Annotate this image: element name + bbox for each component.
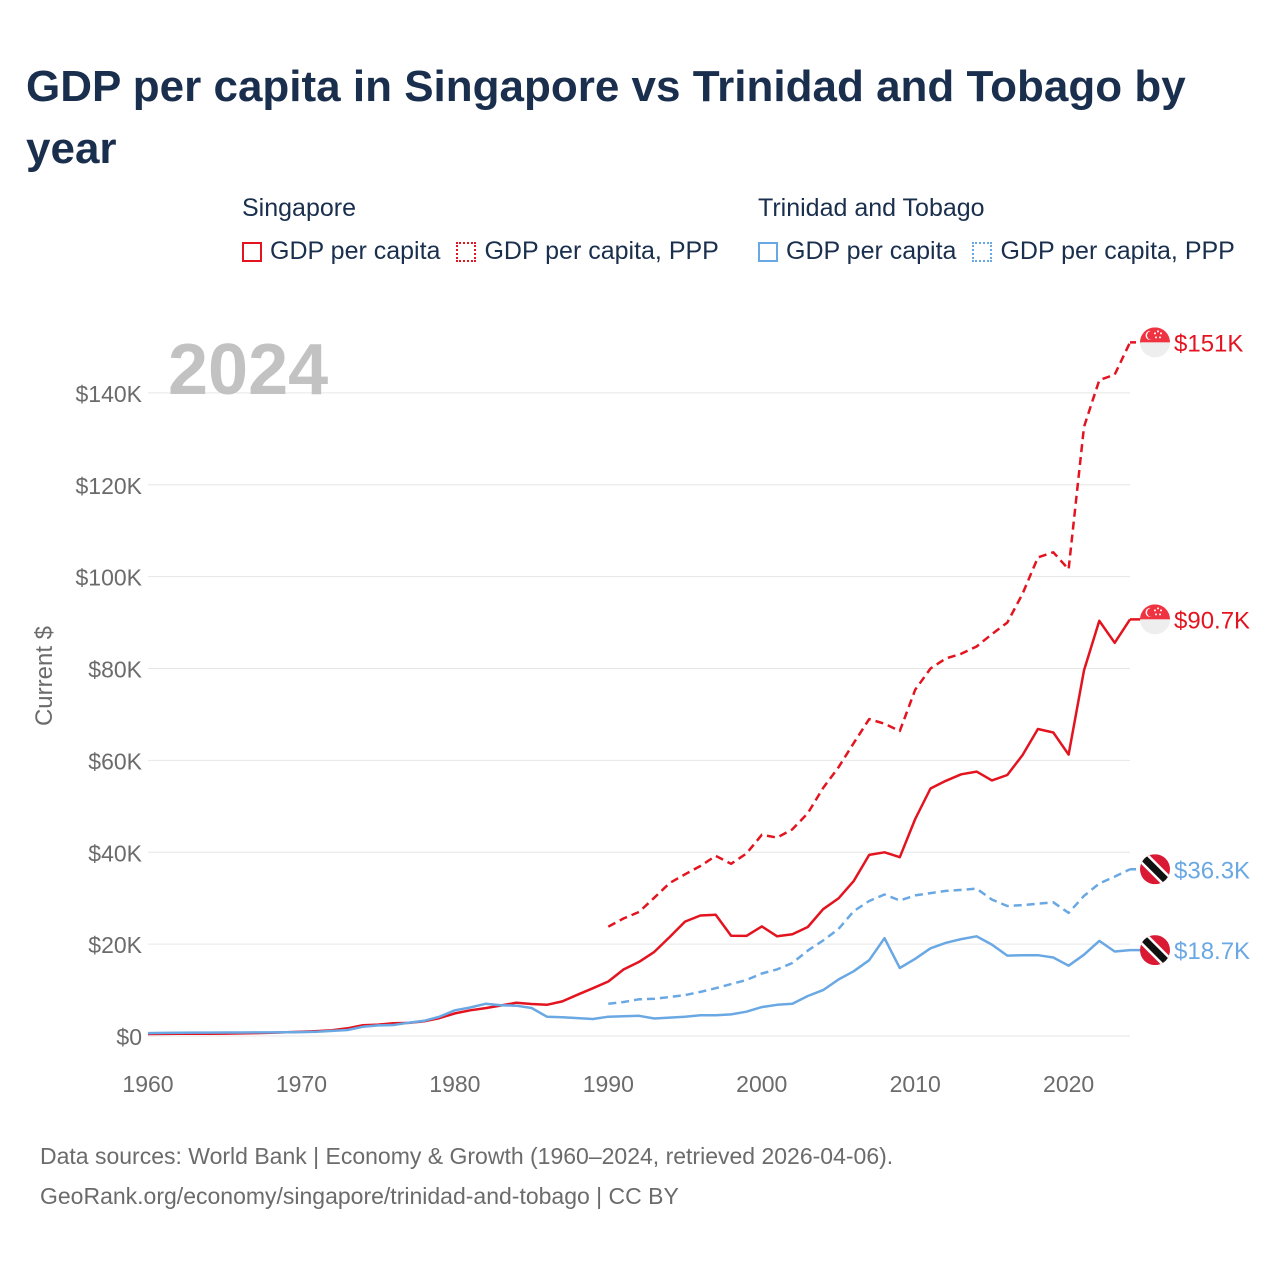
legend-swatch-dotted xyxy=(456,241,477,262)
y-tick-label: $140K xyxy=(75,381,142,407)
legend-item-singapore-gdp-ppp[interactable]: GDP per capita, PPP xyxy=(456,237,719,266)
chart-title: GDP per capita in Singapore vs Trinidad … xyxy=(26,62,1186,173)
trinidad-flag-icon xyxy=(1140,854,1170,885)
end-labels: $90.7K $151K $18.7K $36.3K xyxy=(1130,327,1250,966)
legend-item-singapore-gdp[interactable]: GDP per capita xyxy=(242,237,440,266)
x-tick-label: 1970 xyxy=(276,1071,327,1097)
end-value-label: $90.7K xyxy=(1174,607,1250,634)
y-axis-label: Current $ xyxy=(31,626,58,726)
legend-label: GDP per capita, PPP xyxy=(1000,237,1235,265)
end-value-label: $36.3K xyxy=(1174,857,1250,884)
x-tick-label: 2000 xyxy=(736,1071,787,1097)
x-axis-ticks: 1960 1970 1980 1990 2000 2010 2020 xyxy=(122,1071,1094,1097)
x-tick-label: 1960 xyxy=(122,1071,173,1097)
legend-item-trinidad-gdp[interactable]: GDP per capita xyxy=(758,237,956,266)
legend-swatch-dotted xyxy=(972,241,993,262)
y-tick-label: $40K xyxy=(88,840,142,866)
singapore-flag-icon xyxy=(1140,327,1170,358)
series-line-1 xyxy=(607,341,1132,928)
end-value-label: $151K xyxy=(1174,330,1243,357)
singapore-flag-icon xyxy=(1140,604,1170,635)
legend-country-singapore: Singapore xyxy=(242,194,356,222)
trinidad-flag-icon xyxy=(1140,935,1170,966)
x-tick-label: 1980 xyxy=(429,1071,480,1097)
y-tick-label: $100K xyxy=(75,565,142,591)
legend-swatch-solid xyxy=(242,241,262,262)
y-tick-label: $80K xyxy=(88,657,142,683)
legend-group-trinidad: Trinidad and Tobago GDP per capita GDP p… xyxy=(758,194,1235,266)
legend-label: GDP per capita xyxy=(786,237,957,265)
source-text: Data sources: World Bank | Economy & Gro… xyxy=(40,1143,894,1169)
series xyxy=(147,341,1132,1036)
footer: Data sources: World Bank | Economy & Gro… xyxy=(40,1136,893,1216)
y-tick-label: $60K xyxy=(88,748,142,774)
series-line-2 xyxy=(147,935,1131,1035)
x-tick-label: 2020 xyxy=(1043,1071,1094,1097)
y-tick-label: $120K xyxy=(75,473,142,499)
legend-swatch-solid xyxy=(758,241,778,262)
year-watermark: 2024 xyxy=(168,330,328,410)
series-line-3 xyxy=(608,868,1131,1006)
y-tick-label: $0 xyxy=(116,1024,142,1050)
y-tick-label: $20K xyxy=(88,932,142,958)
attribution-link[interactable]: GeoRank.org/economy/singapore/trinidad-a… xyxy=(40,1183,679,1209)
legend-label: GDP per capita, PPP xyxy=(484,237,719,265)
x-tick-label: 1990 xyxy=(583,1071,634,1097)
y-axis-ticks: $0 $20K $40K $60K $80K $100K $120K $140K xyxy=(75,381,142,1050)
legend-label: GDP per capita xyxy=(270,237,441,265)
grid xyxy=(148,392,1130,1037)
series-line-0 xyxy=(147,618,1132,1036)
end-value-label: $18.7K xyxy=(1174,938,1250,965)
x-tick-label: 2010 xyxy=(890,1071,941,1097)
legend-group-singapore: Singapore GDP per capita GDP per capita,… xyxy=(242,194,719,266)
legend-item-trinidad-gdp-ppp[interactable]: GDP per capita, PPP xyxy=(972,237,1235,266)
legend-country-trinidad: Trinidad and Tobago xyxy=(758,194,985,222)
